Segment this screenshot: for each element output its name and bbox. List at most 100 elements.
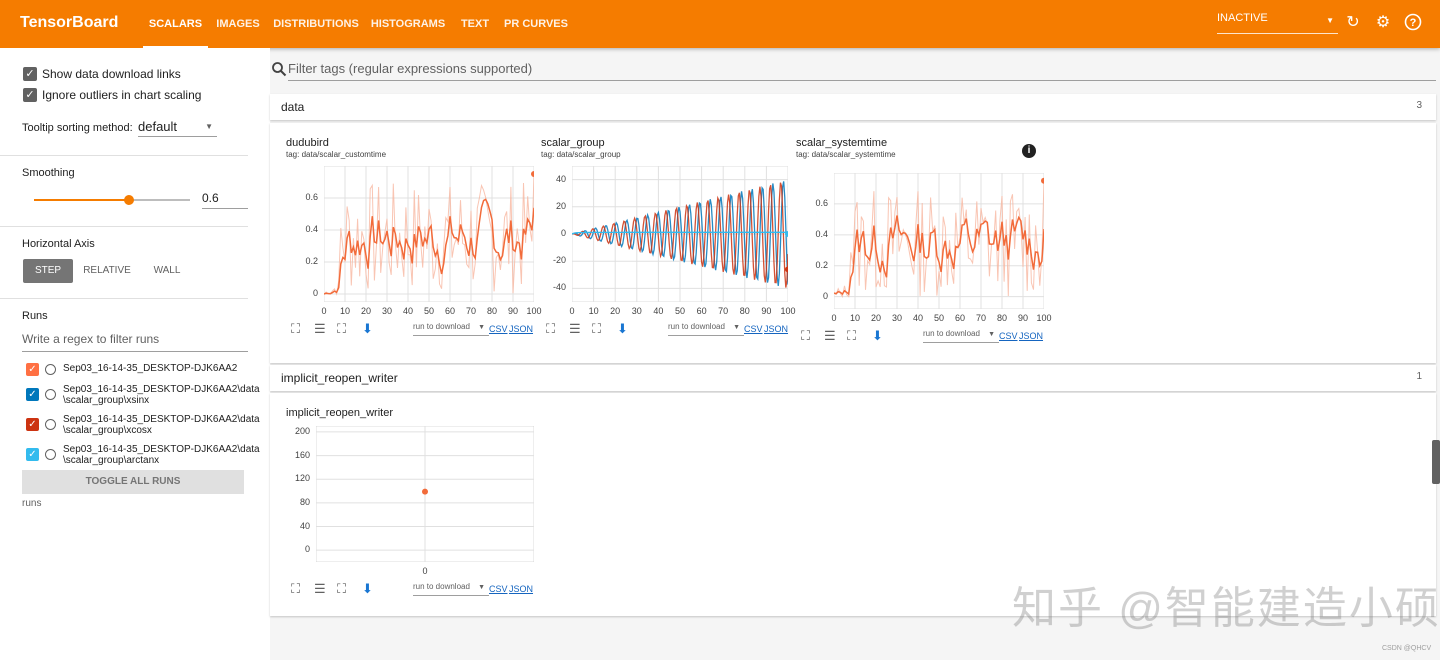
x-tick-label: 80 [486,306,497,316]
x-tick-label: 20 [360,306,371,316]
y-axis-log-icon[interactable]: ☰ [824,328,836,343]
runs-filter-input[interactable]: Write a regex to filter runs [22,332,248,352]
csv-download-link[interactable]: CSV [999,331,1018,341]
y-axis-log-icon[interactable]: ☰ [314,321,326,336]
divider [0,155,248,156]
json-download-link[interactable]: JSON [764,324,789,334]
fullscreen-icon[interactable]: ⛶ [546,321,556,336]
y-tick-label: 120 [294,473,310,484]
download-icon[interactable]: ⬇ [872,328,883,343]
tab-pr-curves[interactable]: PR Curves [504,18,568,30]
raw-series-line [324,173,534,296]
y-tick-label: 160 [294,449,310,460]
x-tick-label: 100 [526,306,542,316]
download-icon[interactable]: ⬇ [617,321,628,336]
scatter-point [422,488,428,495]
x-tick-label: 10 [849,313,860,323]
tab-scalars[interactable]: Scalars [143,0,208,48]
app-brand: TensorBoard [20,14,119,31]
fit-domain-icon[interactable]: ⛶ [592,321,602,336]
y-axis-log-icon[interactable]: ☰ [569,321,581,336]
fit-domain-icon[interactable]: ⛶ [337,321,347,336]
run-radio[interactable] [45,449,56,460]
refresh-icon[interactable]: ↻ [1346,14,1360,31]
run-checkbox[interactable]: ✓ [26,418,39,431]
chevron-down-icon: ▼ [1326,16,1334,25]
download-icon[interactable]: ⬇ [362,321,373,336]
chart-plot-scalar-customtime[interactable] [324,166,534,302]
y-tick-label: 0.4 [305,224,318,234]
run-radio[interactable] [45,389,56,400]
raw-series-line [834,180,1044,298]
json-download-link[interactable]: JSON [509,324,534,334]
csv-download-link[interactable]: CSV [489,324,508,334]
run-checkbox[interactable]: ✓ [26,388,39,401]
help-icon[interactable]: ? [1403,13,1423,33]
ignore-outliers-checkbox[interactable]: ✓ [23,88,37,102]
y-tick-label: 0 [312,288,318,298]
tab-histograms[interactable]: Histograms [370,18,446,30]
tab-distributions[interactable]: Distributions [273,18,359,30]
chart-plot-scalar-systemtime[interactable] [834,173,1044,309]
csv-download-link[interactable]: CSV [744,324,763,334]
run-radio[interactable] [45,419,56,430]
tab-images[interactable]: Images [216,18,260,30]
x-tick-label: 60 [696,306,707,316]
fit-domain-icon[interactable]: ⛶ [337,581,347,596]
plugin-select[interactable]: INACTIVE ▼ [1217,12,1338,34]
axis-wall-button[interactable]: Wall [153,265,181,276]
tooltip-sorting-select[interactable]: default ▼ [138,119,217,137]
run-download-select[interactable]: run to download ▼ [923,329,999,343]
run-download-select[interactable]: run to download ▼ [668,322,744,336]
smoothed-series-line [834,215,1044,296]
axis-step-button[interactable]: Step [23,259,73,283]
axis-relative-button[interactable]: Relative [83,265,131,276]
y-tick-label: -20 [552,255,566,266]
group-header-data[interactable]: data 3 [270,94,1436,120]
x-tick-label: 10 [588,306,599,316]
info-icon[interactable]: i [1022,144,1036,158]
run-checkbox[interactable]: ✓ [26,363,39,376]
x-tick-label: 20 [610,306,621,316]
chevron-down-icon: ▼ [733,324,740,331]
run-radio[interactable] [45,364,56,375]
smoothing-input[interactable]: 0.6 [202,191,248,209]
y-tick-label: 200 [294,425,310,436]
chart-title: scalar_systemtime [796,137,888,149]
x-tick-label: 70 [718,306,729,316]
json-download-link[interactable]: JSON [509,584,534,594]
x-tick-label: 70 [975,313,986,323]
tag-filter-input[interactable]: Filter tags (regular expressions support… [288,61,1436,81]
y-axis-log-icon[interactable]: ☰ [314,581,326,596]
y-tick-label: 0.6 [815,197,828,208]
chart-plot-implicit-reopen-writer[interactable] [316,426,534,562]
gear-icon[interactable]: ⚙ [1375,14,1391,31]
x-tick-label: 60 [954,313,965,323]
fullscreen-icon[interactable]: ⛶ [801,328,811,343]
fullscreen-icon[interactable]: ⛶ [291,581,301,596]
series-end-point [1041,177,1044,184]
download-icon[interactable]: ⬇ [362,581,373,596]
run-checkbox[interactable]: ✓ [26,448,39,461]
csv-download-link[interactable]: CSV [489,584,508,594]
toggle-all-runs-button[interactable]: Toggle all runs [22,470,244,494]
run-download-select[interactable]: run to download ▼ [413,582,489,596]
tab-text[interactable]: Text [460,18,490,30]
x-tick-label: 0 [569,306,575,316]
json-download-link[interactable]: JSON [1019,331,1044,341]
chart-title: scalar_group [541,137,605,149]
smoothing-slider-handle[interactable] [124,195,134,205]
horizontal-axis-label: Horizontal Axis [22,238,95,250]
search-icon [271,61,287,81]
show-download-links-checkbox[interactable]: ✓ [23,67,37,81]
chart-plot-scalar-group[interactable] [572,166,788,302]
run-download-select[interactable]: run to download ▼ [413,322,489,336]
chevron-down-icon: ▼ [478,324,485,331]
group-header-implicit-reopen-writer[interactable]: implicit_reopen_writer 1 [270,365,1436,391]
series-line [572,181,788,286]
scrollbar-handle[interactable] [1432,440,1440,484]
fit-domain-icon[interactable]: ⛶ [847,328,857,343]
fullscreen-icon[interactable]: ⛶ [291,321,301,336]
x-tick-label: 30 [631,306,642,316]
chart-tag: tag: data/scalar_systemtime [796,150,896,159]
